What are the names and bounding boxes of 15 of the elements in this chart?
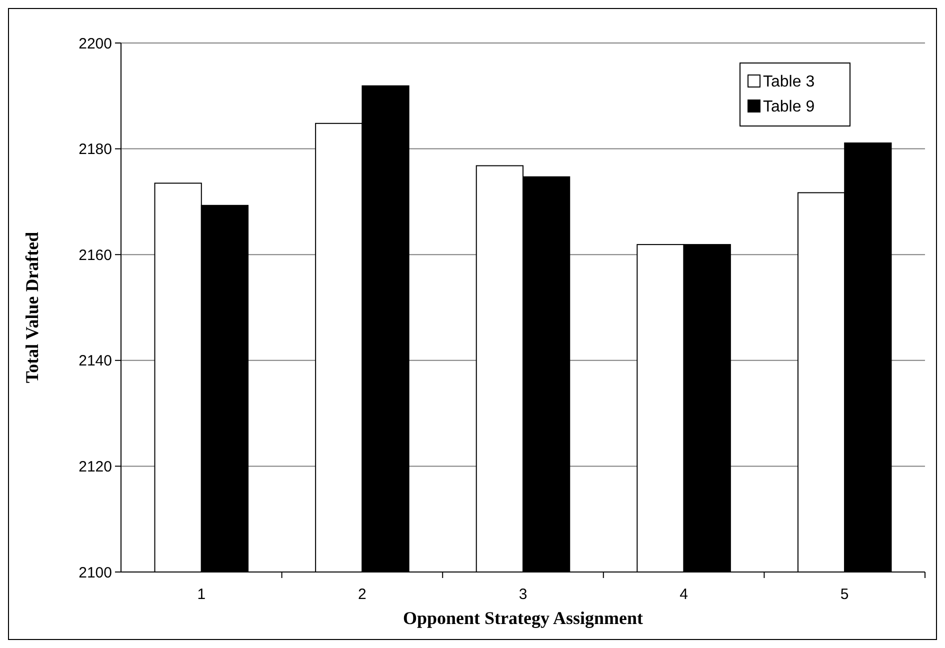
x-tick-label: 2: [358, 586, 366, 603]
y-tick-label: 2160: [78, 246, 112, 264]
y-tick-label: 2120: [78, 458, 112, 476]
x-tick-label: 1: [197, 586, 206, 603]
y-tick-label: 2100: [78, 564, 112, 582]
x-tick-label: 3: [518, 586, 528, 603]
y-tick-label: 2200: [78, 35, 112, 52]
x-axis-title: Opponent Strategy Assignment: [402, 608, 644, 628]
x-tick-label: 5: [840, 586, 849, 603]
legend-label: Table 3: [763, 74, 815, 91]
legend-label: Table 9: [763, 98, 815, 116]
x-tick-label: 4: [680, 586, 688, 603]
y-tick-label: 2180: [78, 141, 112, 158]
y-axis-title: Total Value Drafted: [22, 232, 42, 384]
y-tick-label: 2140: [78, 352, 112, 370]
